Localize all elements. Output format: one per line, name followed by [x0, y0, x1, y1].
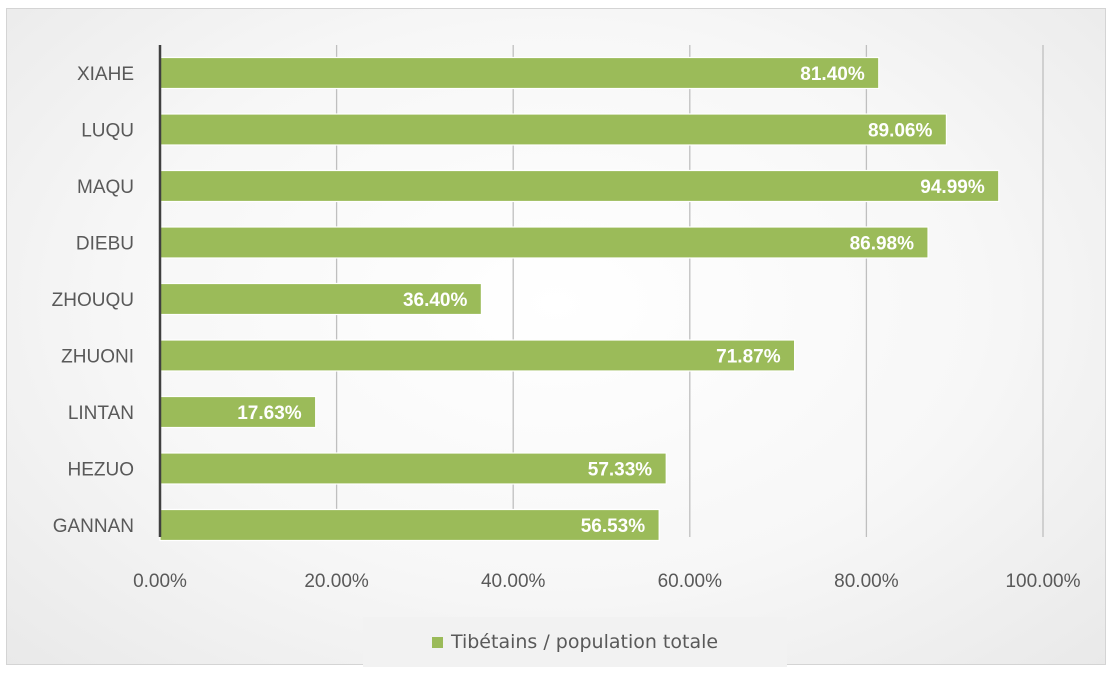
bar [159, 339, 796, 372]
legend-swatch [431, 636, 443, 648]
category-label: HEZUO [68, 460, 135, 481]
category-label: LINTAN [68, 403, 134, 424]
category-label: DIEBU [76, 234, 134, 255]
data-label: 57.33% [588, 460, 653, 481]
x-tick-label: 80.00% [834, 571, 899, 592]
category-label: MAQU [77, 177, 134, 198]
x-tick-label: 20.00% [304, 571, 369, 592]
data-label: 71.87% [716, 347, 781, 368]
x-tick-label: 40.00% [481, 571, 546, 592]
bar [159, 282, 483, 316]
data-label: 56.53% [581, 516, 646, 537]
chart-area: 0.00% 20.00% 40.00% 60.00% 80.00% 100.00% XIAH… [6, 8, 1106, 667]
bar [159, 508, 660, 542]
bar [159, 169, 1000, 203]
category-label: XIAHE [77, 64, 134, 85]
bar [159, 452, 667, 485]
x-tick-label: 100.00% [1005, 571, 1080, 592]
legend: Tibétains / population totale [363, 617, 787, 667]
data-label: 81.40% [800, 64, 865, 85]
data-label: 36.40% [403, 290, 468, 311]
bar [159, 113, 947, 146]
data-label: 94.99% [920, 177, 985, 198]
category-label: LUQU [81, 121, 134, 142]
bar [159, 395, 317, 429]
labels: 0.00% 20.00% 40.00% 60.00% 80.00% 100.00% XIAH… [52, 64, 1081, 592]
x-tick-label: 60.00% [658, 571, 723, 592]
bar-chart: 0.00% 20.00% 40.00% 60.00% 80.00% 100.00% XIAH… [52, 45, 1081, 592]
data-label: 86.98% [850, 234, 915, 255]
legend-label: Tibétains / population totale [450, 631, 719, 653]
category-label: ZHUONI [61, 347, 134, 368]
data-label: 89.06% [868, 121, 933, 142]
x-tick-label: 0.00% [133, 571, 187, 592]
data-label: 17.63% [237, 403, 302, 424]
category-label: GANNAN [53, 516, 134, 537]
category-label: ZHOUQU [52, 290, 134, 311]
bar [159, 56, 880, 90]
bar [159, 226, 929, 259]
